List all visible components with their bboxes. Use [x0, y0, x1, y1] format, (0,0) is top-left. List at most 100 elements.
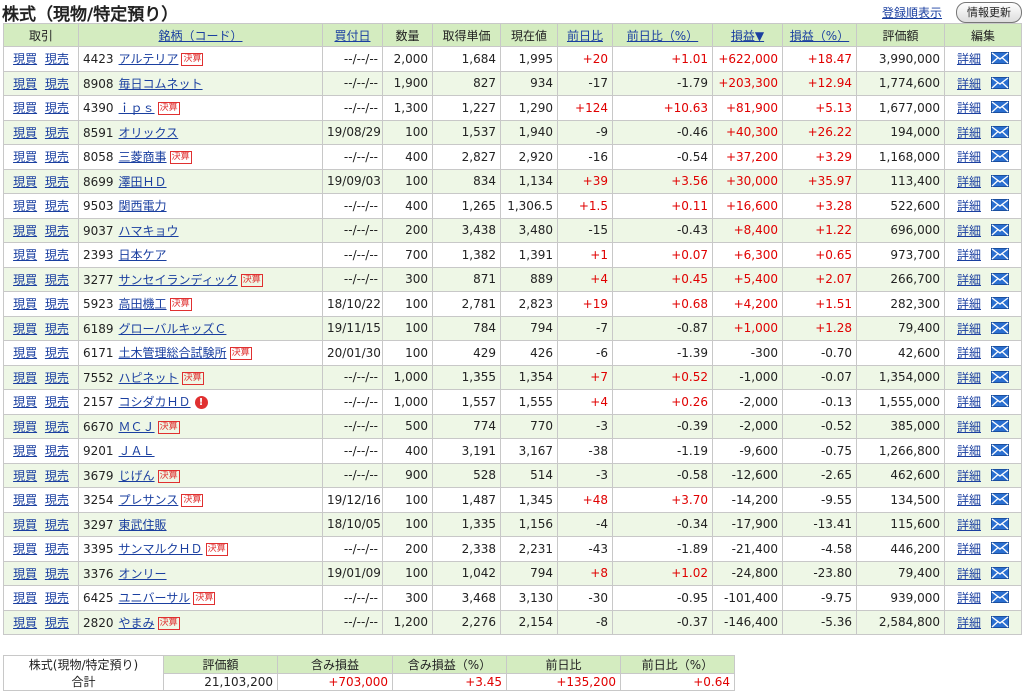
sell-link[interactable]: 現売 — [44, 297, 69, 312]
detail-link[interactable]: 詳細 — [956, 272, 981, 287]
detail-link[interactable]: 詳細 — [956, 468, 981, 483]
detail-link[interactable]: 詳細 — [956, 542, 981, 557]
stock-name[interactable]: 高田機工 — [118, 297, 167, 312]
sell-link[interactable]: 現売 — [44, 248, 69, 263]
mail-icon[interactable] — [991, 76, 1009, 89]
detail-link[interactable]: 詳細 — [956, 615, 981, 630]
mail-icon[interactable] — [991, 101, 1009, 114]
sort-link[interactable]: 損益（%） — [789, 28, 850, 43]
stock-name[interactable]: 関西電力 — [118, 199, 167, 214]
sort-link[interactable]: 銘柄（コード） — [158, 28, 243, 43]
detail-link[interactable]: 詳細 — [956, 419, 981, 434]
buy-link[interactable]: 現買 — [13, 346, 38, 361]
buy-link[interactable]: 現買 — [13, 615, 38, 630]
buy-link[interactable]: 現買 — [13, 199, 38, 214]
buy-link[interactable]: 現買 — [13, 370, 38, 385]
mail-icon[interactable] — [991, 272, 1009, 285]
sell-link[interactable]: 現売 — [44, 419, 69, 434]
buy-link[interactable]: 現買 — [13, 248, 38, 263]
mail-icon[interactable] — [991, 174, 1009, 187]
mail-icon[interactable] — [991, 542, 1009, 555]
mail-icon[interactable] — [991, 223, 1009, 236]
stock-name[interactable]: 土木管理総合試験所 — [118, 346, 227, 361]
sell-link[interactable]: 現売 — [44, 346, 69, 361]
mail-icon[interactable] — [991, 321, 1009, 334]
sell-link[interactable]: 現売 — [44, 321, 69, 336]
stock-name[interactable]: グローバルキッズＣ — [118, 321, 227, 336]
detail-link[interactable]: 詳細 — [956, 444, 981, 459]
detail-link[interactable]: 詳細 — [956, 199, 981, 214]
sell-link[interactable]: 現売 — [44, 468, 69, 483]
buy-link[interactable]: 現買 — [13, 297, 38, 312]
sell-link[interactable]: 現売 — [44, 150, 69, 165]
mail-icon[interactable] — [991, 125, 1009, 138]
stock-name[interactable]: ＪＡＬ — [118, 444, 155, 459]
buy-link[interactable]: 現買 — [13, 52, 38, 67]
stock-name[interactable]: ユニバーサル — [118, 591, 191, 606]
detail-link[interactable]: 詳細 — [956, 370, 981, 385]
stock-name[interactable]: オンリー — [118, 566, 167, 581]
sell-link[interactable]: 現売 — [44, 395, 69, 410]
mail-icon[interactable] — [991, 297, 1009, 310]
sell-link[interactable]: 現売 — [44, 444, 69, 459]
buy-link[interactable]: 現買 — [13, 591, 38, 606]
mail-icon[interactable] — [991, 248, 1009, 261]
mail-icon[interactable] — [991, 419, 1009, 432]
buy-link[interactable]: 現買 — [13, 468, 38, 483]
sort-link[interactable]: 前日比 — [566, 28, 603, 43]
buy-link[interactable]: 現買 — [13, 517, 38, 532]
detail-link[interactable]: 詳細 — [956, 321, 981, 336]
sell-link[interactable]: 現売 — [44, 566, 69, 581]
detail-link[interactable]: 詳細 — [956, 346, 981, 361]
stock-name[interactable]: ｉｐｓ — [118, 101, 155, 116]
stock-name[interactable]: サンマルクＨＤ — [118, 542, 203, 557]
detail-link[interactable]: 詳細 — [956, 566, 981, 581]
detail-link[interactable]: 詳細 — [956, 101, 981, 116]
stock-name[interactable]: アルテリア — [118, 52, 179, 67]
sell-link[interactable]: 現売 — [44, 52, 69, 67]
detail-link[interactable]: 詳細 — [956, 52, 981, 67]
stock-name[interactable]: コシダカＨＤ — [118, 395, 191, 410]
stock-name[interactable]: プレサンス — [118, 493, 179, 508]
detail-link[interactable]: 詳細 — [956, 395, 981, 410]
detail-link[interactable]: 詳細 — [956, 248, 981, 263]
stock-name[interactable]: 日本ケア — [118, 248, 167, 263]
detail-link[interactable]: 詳細 — [956, 223, 981, 238]
sort-link[interactable]: 前日比（%） — [626, 28, 699, 43]
mail-icon[interactable] — [991, 395, 1009, 408]
buy-link[interactable]: 現買 — [13, 272, 38, 287]
mail-icon[interactable] — [991, 346, 1009, 359]
sell-link[interactable]: 現売 — [44, 199, 69, 214]
sell-link[interactable]: 現売 — [44, 272, 69, 287]
detail-link[interactable]: 詳細 — [956, 493, 981, 508]
sell-link[interactable]: 現売 — [44, 125, 69, 140]
stock-name[interactable]: ＭＣＪ — [118, 419, 155, 434]
detail-link[interactable]: 詳細 — [956, 76, 981, 91]
buy-link[interactable]: 現買 — [13, 542, 38, 557]
stock-name[interactable]: 三菱商事 — [118, 150, 167, 165]
order-link[interactable]: 登録順表示 — [882, 6, 943, 20]
detail-link[interactable]: 詳細 — [956, 591, 981, 606]
stock-name[interactable]: やまみ — [118, 615, 155, 630]
buy-link[interactable]: 現買 — [13, 125, 38, 140]
sell-link[interactable]: 現売 — [44, 101, 69, 116]
sell-link[interactable]: 現売 — [44, 76, 69, 91]
detail-link[interactable]: 詳細 — [956, 297, 981, 312]
buy-link[interactable]: 現買 — [13, 76, 38, 91]
mail-icon[interactable] — [991, 566, 1009, 579]
buy-link[interactable]: 現買 — [13, 444, 38, 459]
stock-name[interactable]: サンセイランディック — [118, 272, 238, 287]
buy-link[interactable]: 現買 — [13, 101, 38, 116]
stock-name[interactable]: 東武住販 — [118, 517, 167, 532]
mail-icon[interactable] — [991, 517, 1009, 530]
sell-link[interactable]: 現売 — [44, 370, 69, 385]
mail-icon[interactable] — [991, 370, 1009, 383]
mail-icon[interactable] — [991, 199, 1009, 212]
buy-link[interactable]: 現買 — [13, 395, 38, 410]
mail-icon[interactable] — [991, 52, 1009, 65]
buy-link[interactable]: 現買 — [13, 321, 38, 336]
detail-link[interactable]: 詳細 — [956, 150, 981, 165]
stock-name[interactable]: オリックス — [118, 125, 179, 140]
sort-link[interactable]: 買付日 — [334, 28, 371, 43]
sell-link[interactable]: 現売 — [44, 493, 69, 508]
